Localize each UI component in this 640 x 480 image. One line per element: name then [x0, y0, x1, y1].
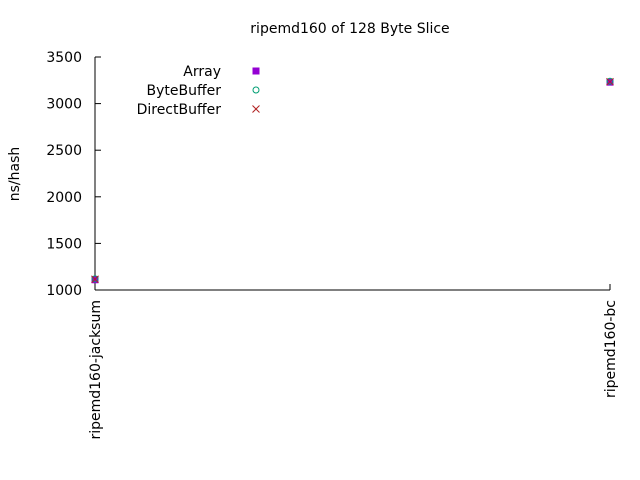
data-point — [606, 77, 614, 85]
cross-stroke — [91, 275, 99, 284]
chart-title: ripemd160 of 128 Byte Slice — [250, 21, 449, 37]
legend: Array ByteBuffer DirectBuffer — [137, 64, 260, 118]
cross-stroke — [252, 105, 260, 113]
x-tick-label: ripemd160-bc — [603, 300, 619, 398]
data-point — [91, 275, 99, 284]
cross-stroke — [606, 77, 614, 86]
y-tick-label: 3000 — [46, 97, 82, 113]
y-tick-label: 2000 — [46, 190, 82, 206]
x-tick-label: ripemd160-jacksum — [88, 300, 104, 440]
data-point — [91, 275, 99, 283]
legend-label: ByteBuffer — [147, 83, 222, 99]
y-tick-label: 1000 — [46, 283, 82, 299]
data-point — [606, 77, 614, 86]
legend-marker — [252, 67, 260, 75]
y-tick-label: 1500 — [46, 236, 82, 252]
legend-label: DirectBuffer — [137, 102, 222, 118]
plot-points — [91, 77, 614, 284]
legend-marker — [252, 105, 260, 113]
x-ticks: ripemd160-jacksum ripemd160-bc — [88, 284, 619, 440]
y-tick-label: 2500 — [46, 143, 82, 159]
y-ticks: 1000 1500 2000 2500 3000 3500 — [46, 50, 101, 299]
legend-marker — [252, 86, 260, 94]
legend-label: Array — [183, 64, 221, 80]
axes — [94, 57, 610, 291]
y-tick-label: 3500 — [46, 50, 82, 66]
y-axis-label: ns/hash — [7, 147, 23, 202]
